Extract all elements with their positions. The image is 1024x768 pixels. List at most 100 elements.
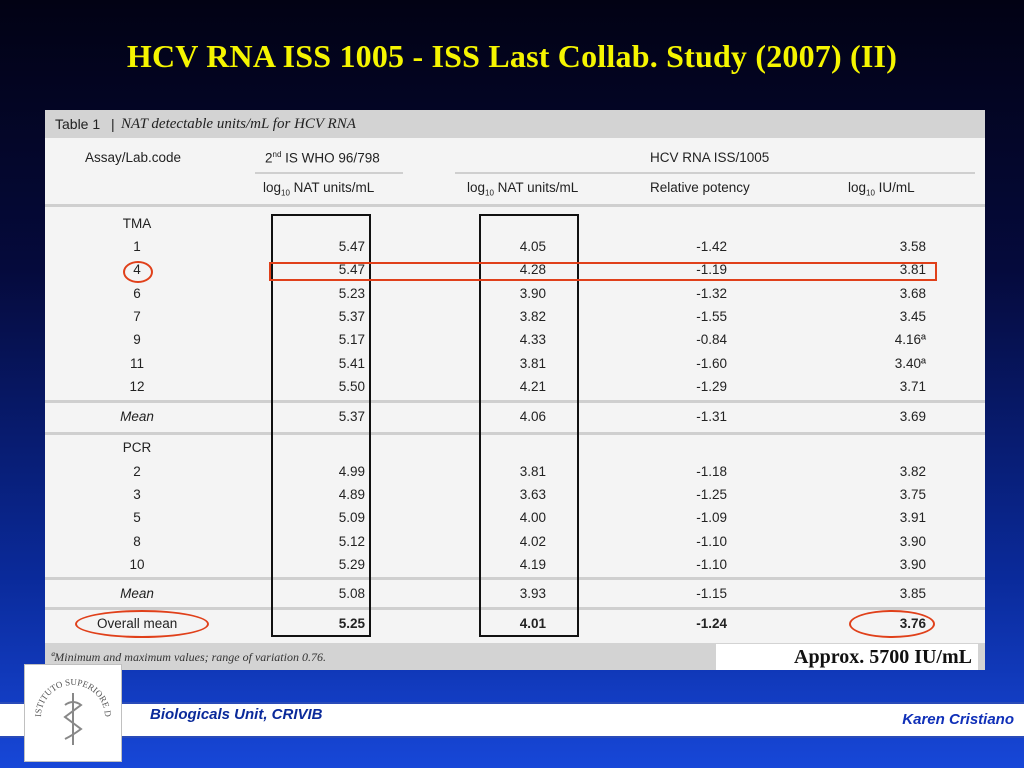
tma-row-iss-nat: 4.21: [519, 378, 546, 394]
tma-row-lab-code: 1: [133, 239, 141, 254]
pcr-mean-who-nat: 5.08: [338, 586, 365, 601]
pcr-mean-relative-potency: -1.15: [696, 586, 727, 601]
tma-row-iss-iu: 4.16ª: [894, 332, 926, 348]
tma-mean-who-nat: 5.37: [338, 409, 365, 424]
pcr-row-lab-code: 5: [133, 510, 141, 526]
pcr-row-lab-code: 8: [133, 533, 141, 549]
tma-row-who-nat: 5.47: [338, 239, 365, 254]
svg-text:ISTITUTO SUPERIORE DI SANITÀ: ISTITUTO SUPERIORE DI SANITÀ: [25, 665, 113, 718]
tma-row-iss-nat: 3.81: [519, 355, 546, 371]
pcr-row-iss-nat: 3.81: [519, 464, 546, 479]
tma-row-relative-potency: -1.19: [696, 262, 727, 278]
table-footnote: ªMinimum and maximum values; range of va…: [51, 650, 326, 664]
pcr-mean-divider: [45, 607, 985, 610]
tma-row-lab-code: 12: [129, 378, 145, 394]
tma-row-lab-code: 11: [129, 355, 144, 371]
tma-row-iss-iu: 3.40ª: [894, 355, 926, 371]
tma-row-who-nat: 5.17: [338, 332, 365, 348]
tma-row-who-nat: 5.23: [338, 285, 365, 301]
tma-row-relative-potency: -1.55: [696, 308, 727, 324]
tma-row-who-nat: 5.41: [338, 355, 365, 371]
tma-row-iss-nat: 4.05: [519, 239, 546, 254]
overall-mean-relative-potency: -1.24: [696, 616, 727, 631]
overall-iu-circle: [849, 610, 935, 638]
pcr-row-who-nat: 5.12: [338, 533, 365, 549]
tma-row-lab-code: 6: [133, 285, 141, 301]
header-sub-who: log10 NAT units/mL: [263, 180, 375, 198]
pcr-mean-iss-iu: 3.85: [899, 586, 926, 601]
tma-row-who-nat: 5.37: [338, 308, 365, 324]
pcr-row-relative-potency: -1.10: [696, 556, 727, 572]
caption-separator: |: [111, 116, 115, 132]
tma-row-relative-potency: -1.42: [696, 239, 727, 254]
tma-row-relative-potency: -1.29: [696, 378, 727, 394]
tma-row-iss-nat: 3.82: [519, 308, 546, 324]
header-assay: Assay/Lab.code: [85, 150, 182, 165]
lab4-circle: [123, 261, 153, 283]
pcr-row-lab-code: 2: [133, 464, 141, 479]
pcr-row-who-nat: 4.89: [338, 487, 365, 503]
header-group-who: 2nd IS WHO 96/798: [265, 150, 380, 166]
overall-mean-circle: [75, 610, 209, 638]
caption-text: NAT detectable units/mL for HCV RNA: [121, 116, 356, 132]
tma-row-who-nat: 5.47: [338, 262, 365, 278]
tma-row-iss-iu: 3.58: [899, 239, 926, 254]
tma-row-who-nat: 5.50: [338, 378, 365, 394]
header-divider-1: [255, 172, 403, 174]
pcr-row-who-nat: 5.09: [338, 510, 365, 526]
footer-band: [0, 702, 1024, 738]
tma-mean-iss-nat: 4.06: [519, 409, 546, 424]
iss-logo-icon: ISTITUTO SUPERIORE DI SANITÀ: [22, 657, 113, 745]
tma-mean-relative-potency: -1.31: [696, 409, 727, 424]
pcr-row-who-nat: 4.99: [338, 464, 365, 479]
pcr-row-relative-potency: -1.09: [696, 510, 727, 526]
slide-title: HCV RNA ISS 1005 - ISS Last Collab. Stud…: [126, 38, 898, 74]
pcr-row-iss-nat: 4.02: [519, 533, 546, 549]
pcr-row-iss-nat: 4.19: [519, 556, 546, 572]
overall-mean-iss-nat: 4.01: [519, 616, 546, 631]
pcr-row-relative-potency: -1.25: [696, 487, 727, 503]
pcr-row-iss-nat: 4.00: [519, 510, 546, 526]
pcr-row-who-nat: 5.29: [338, 556, 365, 572]
footer-author: Karen Cristiano: [902, 711, 1014, 728]
tma-row-iss-iu: 3.81: [899, 262, 926, 278]
who-column-box: [271, 214, 371, 637]
pcr-mean-lab-code: Mean: [120, 586, 154, 601]
table-caption: Table 1 | NAT detectable units/mL for HC…: [45, 110, 985, 138]
header-sub-iss-nat: log10 NAT units/mL: [467, 180, 579, 198]
section-label-tma: TMA: [122, 216, 152, 231]
tma-row-iss-iu: 3.71: [899, 378, 926, 394]
pcr-row-lab-code: 3: [133, 487, 141, 503]
header-divider-2: [455, 172, 975, 174]
tma-row-iss-iu: 3.68: [899, 285, 926, 301]
pcr-row-iss-iu: 3.90: [899, 556, 926, 572]
tma-mean-divider: [45, 432, 985, 435]
logo-text: ISTITUTO SUPERIORE DI SANITÀ: [22, 657, 113, 718]
tma-mean-lab-code: Mean: [120, 409, 154, 424]
overall-mean-who-nat: 5.25: [338, 616, 365, 631]
results-table: Table 1 | NAT detectable units/mL for HC…: [45, 110, 985, 670]
iss-nat-column-box: [479, 214, 579, 637]
tma-row-relative-potency: -1.32: [696, 285, 727, 301]
pcr-row-relative-potency: -1.10: [696, 533, 727, 549]
section-label-pcr: PCR: [122, 440, 152, 455]
pcr-divider: [45, 577, 985, 580]
tma-row-relative-potency: -0.84: [696, 332, 727, 348]
tma-row-iss-nat: 4.28: [519, 262, 546, 278]
pcr-row-iss-iu: 3.90: [899, 533, 926, 549]
lab4-highlight: [269, 262, 937, 281]
pcr-row-lab-code: 10: [129, 556, 145, 572]
pcr-row-iss-iu: 3.82: [899, 464, 926, 479]
tma-mean-iss-iu: 3.69: [899, 409, 926, 424]
iss-logo: ISTITUTO SUPERIORE DI SANITÀ: [22, 657, 122, 762]
header-sub-iu: log10 IU/mL: [848, 180, 915, 198]
footer-unit: Biologicals Unit, CRIVIB: [150, 706, 323, 723]
tma-row-iss-nat: 4.33: [519, 332, 546, 348]
tma-row-relative-potency: -1.60: [696, 355, 727, 371]
pcr-row-relative-potency: -1.18: [696, 464, 727, 479]
tma-row-lab-code: 9: [133, 332, 141, 348]
pcr-row-iss-nat: 3.63: [519, 487, 546, 503]
header-group-iss: HCV RNA ISS/1005: [650, 150, 770, 165]
tma-divider: [45, 400, 985, 403]
pcr-mean-iss-nat: 3.93: [519, 586, 546, 601]
